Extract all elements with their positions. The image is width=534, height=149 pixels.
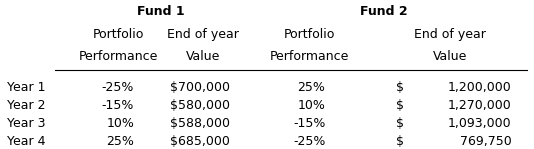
Text: Year 2: Year 2 xyxy=(7,99,45,112)
Text: $588,000: $588,000 xyxy=(170,117,230,130)
Text: Year 3: Year 3 xyxy=(7,117,45,130)
Text: Performance: Performance xyxy=(78,50,158,63)
Text: -25%: -25% xyxy=(293,135,325,148)
Text: 1,200,000: 1,200,000 xyxy=(447,82,512,94)
Text: $580,000: $580,000 xyxy=(170,99,230,112)
Text: 10%: 10% xyxy=(106,117,134,130)
Text: $: $ xyxy=(396,82,404,94)
Text: Portfolio: Portfolio xyxy=(92,28,144,41)
Text: 25%: 25% xyxy=(297,82,325,94)
Text: Fund 2: Fund 2 xyxy=(360,4,407,18)
Text: Year 4: Year 4 xyxy=(7,135,45,148)
Text: $: $ xyxy=(396,117,404,130)
Text: -25%: -25% xyxy=(102,82,134,94)
Text: Year 1: Year 1 xyxy=(7,82,45,94)
Text: $700,000: $700,000 xyxy=(170,82,230,94)
Text: End of year: End of year xyxy=(414,28,486,41)
Text: $: $ xyxy=(396,135,404,148)
Text: Fund 1: Fund 1 xyxy=(137,4,185,18)
Text: -15%: -15% xyxy=(293,117,325,130)
Text: 10%: 10% xyxy=(297,99,325,112)
Text: -15%: -15% xyxy=(102,99,134,112)
Text: 769,750: 769,750 xyxy=(460,135,512,148)
Text: $: $ xyxy=(396,99,404,112)
Text: End of year: End of year xyxy=(167,28,239,41)
Text: Portfolio: Portfolio xyxy=(284,28,335,41)
Text: 1,093,000: 1,093,000 xyxy=(447,117,512,130)
Text: 25%: 25% xyxy=(106,135,134,148)
Text: Performance: Performance xyxy=(270,50,349,63)
Text: $685,000: $685,000 xyxy=(170,135,230,148)
Text: Value: Value xyxy=(433,50,467,63)
Text: Value: Value xyxy=(186,50,221,63)
Text: 1,270,000: 1,270,000 xyxy=(447,99,512,112)
